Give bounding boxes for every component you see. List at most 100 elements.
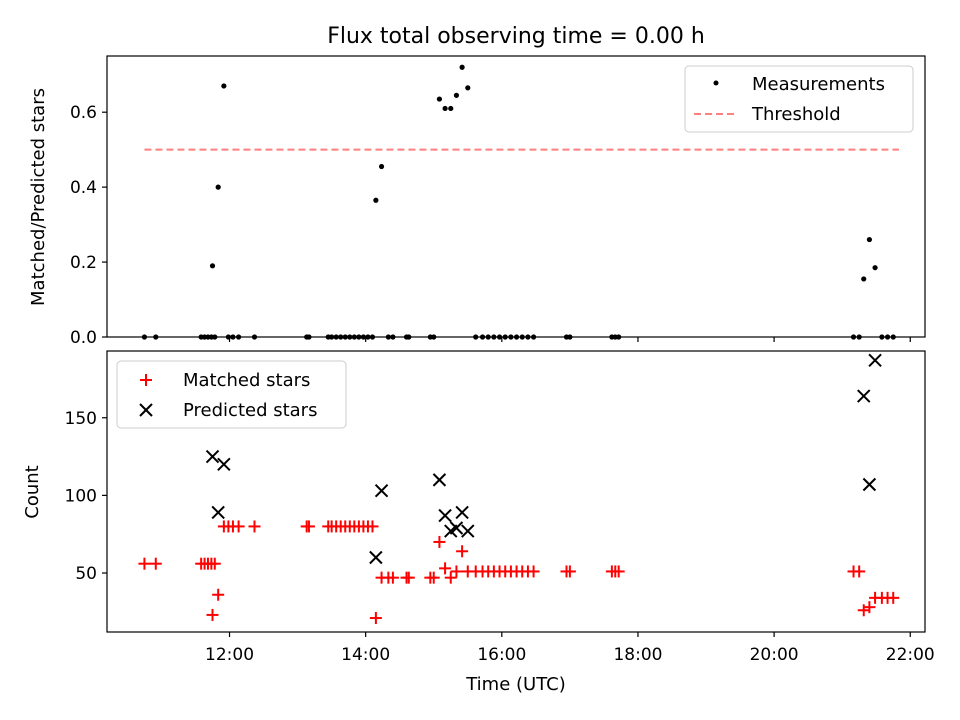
measurement-point (442, 105, 448, 112)
matched-star-point (450, 565, 463, 578)
bottom-x-tick-label: 18:00 (613, 645, 662, 665)
top-y-tick-label: 0.2 (70, 253, 97, 273)
measurement-point (465, 85, 471, 91)
predicted-star-point (455, 505, 469, 520)
top-y-tick-label: 0.6 (70, 103, 97, 123)
predicted-star-point (205, 449, 220, 464)
bottom-x-tick-label: 14:00 (341, 645, 390, 665)
matched-star-point (887, 591, 900, 604)
bottom-y-axis-label: Count (22, 465, 43, 518)
bottom-x-ticks: 12:00 14:00 16:00 18:00 20:00 22:00 (205, 632, 935, 665)
matched-star-point (563, 565, 576, 578)
matched-star-point (149, 557, 162, 570)
matched-star-point (444, 571, 457, 584)
legend-measurements-label: Measurements (752, 74, 885, 95)
legend-threshold-label: Threshold (751, 104, 841, 125)
predicted-x-b (449, 521, 464, 535)
measurement-point (378, 163, 385, 170)
matched-star-point (138, 557, 151, 570)
matched-star-point (402, 571, 415, 584)
bottom-x-tick-label: 22:00 (886, 645, 935, 665)
matched-star-point (366, 520, 379, 533)
bottom-legend-box (116, 360, 347, 429)
predicted-x-b (432, 473, 447, 487)
predicted-star-point (868, 353, 882, 368)
matched-star-point (439, 562, 452, 575)
measurement-point (448, 105, 454, 112)
legend-predicted-marker (139, 403, 153, 417)
matched-star-point (232, 520, 245, 533)
top-legend: Measurements Threshold (684, 65, 914, 133)
bottom-axes-frame (106, 350, 926, 633)
top-y-ticks: 0.0 0.2 0.4 0.6 (70, 103, 107, 348)
matched-star-point (212, 588, 225, 601)
top-legend-box (684, 65, 914, 133)
predicted-x-b (211, 505, 225, 520)
predicted-x-b (868, 353, 882, 368)
bottom-y-tick-label: 150 (65, 409, 97, 429)
predicted-star-point (211, 505, 225, 520)
matched-star-point (863, 601, 876, 614)
matched-star-point (369, 612, 382, 625)
x-axis-label: Time (UTC) (465, 674, 566, 695)
matched-star-point (853, 565, 866, 578)
measurement-point (373, 197, 379, 203)
matched-star-point (208, 557, 221, 570)
predicted-x-b (455, 505, 469, 520)
matched-star-point (386, 571, 399, 584)
bottom-legend: Matched stars Predicted stars (116, 360, 347, 429)
measurement-point (872, 265, 878, 271)
predicted-x-b (369, 550, 383, 565)
top-y-tick-label: 0.4 (70, 178, 97, 198)
predicted-x-b (438, 508, 452, 523)
measurement-point (459, 64, 465, 70)
legend-matched-marker (140, 374, 152, 386)
measurement-point (221, 83, 227, 89)
predicted-star-point (432, 473, 447, 487)
matched-star-point (248, 520, 261, 533)
top-axes-frame (106, 55, 926, 338)
bottom-x-tick-label: 20:00 (750, 645, 799, 665)
predicted-star-point (449, 521, 464, 535)
predicted-x-b (217, 457, 231, 472)
predicted-x-b (461, 524, 475, 538)
predicted-star-point (438, 508, 452, 523)
matched-star-point (427, 571, 440, 584)
top-panel: 0.0 0.2 0.4 0.6 Matched/Predicted stars Mea… (28, 55, 926, 348)
predicted-x-b (374, 484, 389, 498)
matched-star-point (302, 520, 315, 533)
predicted-star-point (217, 457, 231, 472)
predicted-star-point (862, 477, 877, 492)
bottom-x-tick-label: 16:00 (477, 645, 526, 665)
top-y-tick-label: 0.0 (70, 328, 97, 348)
measurement-point (453, 92, 460, 98)
top-y-axis-label: Matched/Predicted stars (28, 88, 49, 306)
matched-star-point (527, 565, 540, 578)
measurement-point (436, 96, 443, 102)
legend-predicted-label: Predicted stars (183, 400, 317, 421)
predicted-star-point (374, 484, 389, 498)
bottom-x-tick-label: 12:00 (205, 645, 254, 665)
matched-star-point (612, 565, 625, 578)
bottom-marks (138, 353, 900, 625)
predicted-star-point (461, 524, 475, 538)
chart-title: Flux total observing time = 0.00 h (327, 24, 705, 49)
measurement-point (866, 236, 873, 243)
bottom-y-ticks: 50 100 150 (65, 409, 107, 584)
predicted-star-point (369, 550, 383, 565)
measurement-point (861, 276, 867, 282)
matched-star-point (206, 608, 219, 621)
top-x-ticks (228, 337, 911, 342)
bottom-y-tick-label: 100 (65, 486, 97, 506)
legend-matched-label: Matched stars (183, 370, 310, 391)
predicted-star-point (857, 389, 871, 403)
bottom-y-tick-label: 50 (75, 564, 97, 584)
predicted-x-b (857, 389, 871, 403)
matched-star-point (433, 535, 446, 548)
matched-star-point (456, 545, 469, 558)
legend-measurements-marker (713, 80, 719, 86)
predicted-x-b (205, 449, 220, 464)
predicted-x-b (862, 477, 877, 492)
